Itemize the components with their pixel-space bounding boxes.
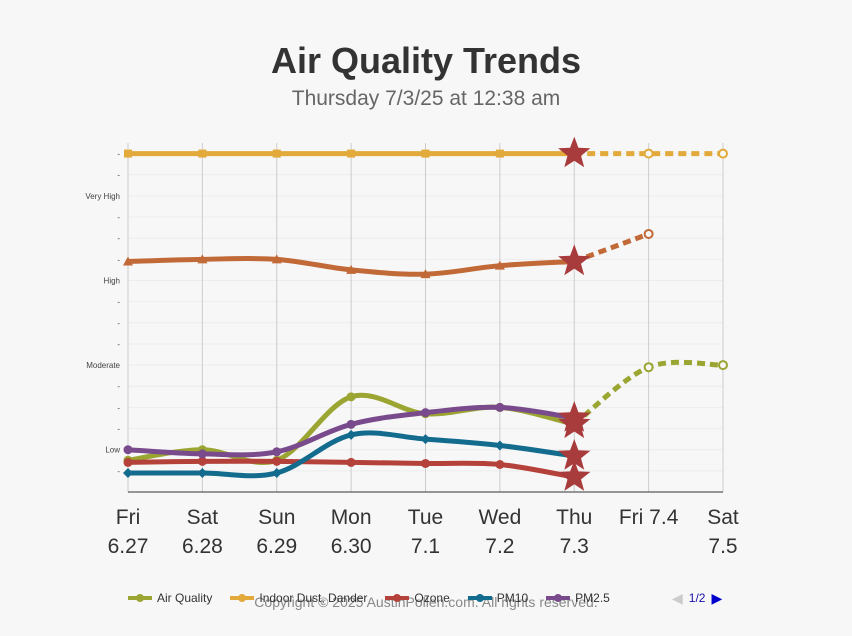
x-tick-label: 6.30 [331, 535, 372, 558]
legend-item-pm10[interactable]: PM10 [467, 591, 529, 605]
legend-item-pm25[interactable]: PM2.5 [546, 591, 610, 605]
y-tick-label: - [117, 234, 120, 243]
y-tick-label: - [117, 150, 120, 159]
y-tick-label: - [117, 319, 120, 328]
chart-subtitle: Thursday 7/3/25 at 12:38 am [291, 87, 561, 110]
x-tick-label: Wed [478, 506, 521, 529]
y-tick-label: - [117, 382, 120, 391]
x-tick-label: Thu [556, 506, 592, 529]
data-point-ozone [495, 460, 505, 470]
data-point-pm2-5 [197, 449, 207, 459]
x-tick-label: Mon [331, 506, 372, 529]
x-tick-label: 6.28 [182, 535, 223, 558]
data-point-ozone [272, 456, 282, 466]
x-tick-label: Fri 7.4 [619, 506, 679, 529]
current-day-star-icon [558, 244, 591, 276]
forecast-point-air-quality [643, 362, 654, 373]
data-point-pm10 [420, 434, 431, 445]
forecast-point-indoor-dust-dander [718, 148, 728, 159]
x-tick-label: 6.29 [256, 535, 297, 558]
data-point-pm2-5 [346, 419, 356, 429]
y-tick-label: - [117, 171, 120, 180]
y-tick-label: Low [105, 446, 120, 455]
current-day-star-icon [558, 401, 591, 432]
legend-label: PM10 [496, 591, 529, 605]
x-tick-label: 7.3 [560, 535, 589, 558]
data-point-pm2-5 [495, 402, 505, 412]
data-point-ozone [421, 458, 430, 468]
legend-item-air-quality[interactable]: Air Quality [128, 591, 212, 605]
x-tick-label: Sun [258, 506, 295, 529]
data-point-ozone [197, 456, 207, 466]
legend-label: Indoor Dust, Dander [259, 591, 368, 605]
legend-label: Air Quality [157, 591, 213, 605]
legend-item-ozone[interactable]: Ozone [385, 591, 450, 605]
y-tick-label: - [117, 425, 120, 434]
y-tick-label: - [117, 255, 120, 264]
legend-item-indoor-dust[interactable]: Indoor Dust, Dander [230, 591, 367, 605]
x-tick-label: 6.27 [108, 535, 149, 558]
y-tick-label: Very High [85, 192, 120, 201]
forecast-point-unlabeled [643, 228, 654, 239]
data-point-indoor-dust-dander [198, 149, 207, 158]
data-point-ozone [346, 457, 356, 467]
data-point-air-quality [346, 392, 356, 402]
y-tick-label: - [117, 340, 120, 349]
current-day-star-icon [558, 460, 591, 491]
data-point-pm10 [494, 440, 505, 451]
data-point-pm10 [197, 467, 208, 478]
data-point-unlabeled [420, 269, 431, 279]
current-day-star-icon [558, 439, 591, 470]
previous-page-icon[interactable]: ◀ [672, 589, 683, 606]
data-point-pm2-5 [272, 447, 282, 457]
data-point-pm10 [346, 429, 357, 440]
data-point-indoor-dust-dander [495, 149, 504, 158]
page-indicator: 1/2 [688, 591, 706, 605]
copyright-text: Copyright © 2025 AustinPollen.com. All r… [254, 594, 598, 610]
data-point-pm10 [271, 467, 282, 478]
y-tick-label: - [117, 403, 120, 412]
x-tick-label: Tue [408, 506, 443, 529]
legend-label: PM2.5 [575, 591, 610, 605]
y-tick-label: Moderate [86, 361, 120, 370]
data-point-unlabeled [346, 264, 357, 274]
chart-legend: Air Quality Indoor Dust, Dander Ozone PM… [128, 588, 628, 608]
chart-title: Air Quality Trends [270, 40, 582, 81]
y-tick-label: High [104, 276, 120, 285]
data-point-indoor-dust-dander [124, 149, 132, 158]
data-point-unlabeled [197, 254, 208, 264]
data-point-pm2-5 [421, 408, 430, 418]
next-page-icon[interactable]: ▶ [711, 589, 723, 606]
y-tick-label: - [117, 213, 120, 222]
y-tick-label: - [117, 467, 120, 476]
data-point-indoor-dust-dander [347, 149, 356, 158]
legend-swatch-icon [128, 594, 152, 602]
data-point-ozone [123, 457, 133, 467]
data-point-unlabeled [123, 256, 133, 266]
x-tick-label: 7.2 [485, 535, 514, 558]
legend-swatch-icon [230, 594, 255, 602]
y-tick-label: - [117, 298, 120, 307]
air-quality-line-chart: - Low - - - Moderate - - - High - - - Very High - - Fri 6… [85, 136, 739, 558]
x-tick-label: Fri [116, 506, 141, 529]
legend-label: Ozone [414, 591, 450, 605]
legend-swatch-icon [546, 594, 571, 602]
data-point-indoor-dust-dander [272, 149, 281, 158]
data-point-pm10 [123, 467, 133, 478]
x-tick-label: Sat [707, 506, 739, 529]
legend-swatch-icon [467, 594, 492, 602]
data-point-unlabeled [494, 260, 505, 270]
data-point-pm2-5 [123, 445, 133, 455]
x-tick-label: Sat [187, 506, 219, 529]
legend-swatch-icon [385, 594, 410, 602]
data-point-unlabeled [271, 254, 282, 264]
x-tick-label: 7.5 [708, 535, 737, 558]
forecast-point-air-quality [718, 360, 728, 371]
legend-pager: ◀ 1/2 ▶ [672, 588, 722, 608]
data-point-indoor-dust-dander [421, 149, 430, 158]
current-day-star-icon [558, 136, 591, 168]
forecast-point-indoor-dust-dander [643, 148, 654, 159]
x-tick-label: 7.1 [411, 535, 440, 558]
